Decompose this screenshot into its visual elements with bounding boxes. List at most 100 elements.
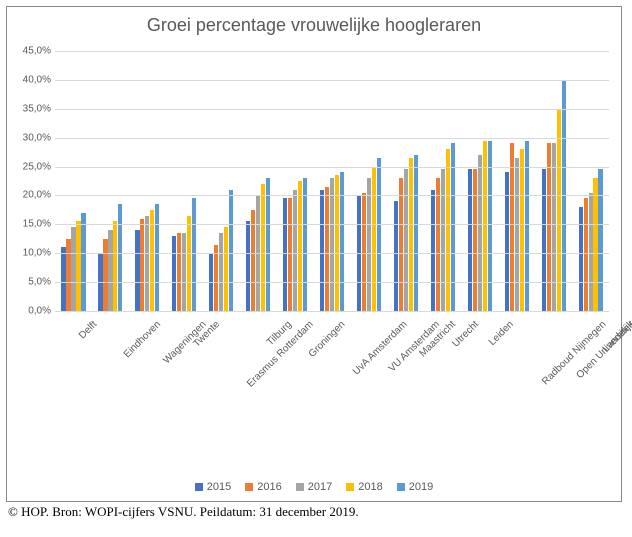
category-group [314, 51, 351, 311]
y-tick-label: 5,0% [28, 277, 55, 288]
gridline [55, 51, 609, 52]
bar [182, 233, 186, 311]
gridline [55, 138, 609, 139]
bar [246, 221, 250, 311]
category-group [498, 51, 535, 311]
category-group [461, 51, 498, 311]
bar [436, 178, 440, 311]
bar [219, 233, 223, 311]
legend-label: 2016 [257, 481, 281, 493]
x-tick-label: Delft [77, 319, 99, 341]
category-group [424, 51, 461, 311]
bar [372, 167, 376, 311]
bar [593, 178, 597, 311]
category-group [92, 51, 129, 311]
category-group [203, 51, 240, 311]
bar [404, 169, 408, 311]
bar [66, 239, 70, 311]
legend-swatch [195, 483, 203, 491]
gridline [55, 282, 609, 283]
bar [473, 169, 477, 311]
bar [598, 169, 602, 311]
bar [431, 190, 435, 311]
chart-title: Groei percentage vrouwelijke hoogleraren [7, 15, 621, 36]
bar [584, 198, 588, 311]
bar [266, 178, 270, 311]
category-group [166, 51, 203, 311]
bar [579, 207, 583, 311]
bar [303, 178, 307, 311]
bar [192, 198, 196, 311]
plot-area: 0,0%5,0%10,0%15,0%20,0%25,0%30,0%35,0%40… [55, 51, 609, 311]
bar [140, 219, 144, 311]
bar [320, 190, 324, 311]
bar [224, 227, 228, 311]
bar [414, 155, 418, 311]
bar [71, 227, 75, 311]
bar [377, 158, 381, 311]
bar [108, 230, 112, 311]
bar [61, 247, 65, 311]
category-group [535, 51, 572, 311]
gridline [55, 311, 609, 312]
legend-swatch [296, 483, 304, 491]
bar [362, 193, 366, 311]
bar [145, 216, 149, 311]
bar [214, 245, 218, 311]
category-group [55, 51, 92, 311]
legend-swatch [245, 483, 253, 491]
bar [468, 169, 472, 311]
gridline [55, 109, 609, 110]
y-tick-label: 40,0% [23, 74, 55, 85]
y-tick-label: 30,0% [23, 132, 55, 143]
bar [81, 213, 85, 311]
bar [135, 230, 139, 311]
bar [229, 190, 233, 311]
gridline [55, 195, 609, 196]
bar [298, 181, 302, 311]
bar [589, 193, 593, 311]
category-group [240, 51, 277, 311]
category-group [129, 51, 166, 311]
bar [288, 198, 292, 311]
bar [187, 216, 191, 311]
bar [552, 143, 556, 311]
category-group [277, 51, 314, 311]
bar [118, 204, 122, 311]
legend-item: 2016 [245, 481, 281, 493]
legend-item: 2019 [397, 481, 433, 493]
bar [441, 169, 445, 311]
bar [446, 149, 450, 311]
caption: © HOP. Bron: WOPI-cijfers VSNU. Peildatu… [8, 504, 624, 520]
legend-swatch [346, 483, 354, 491]
bar [330, 178, 334, 311]
bar [261, 184, 265, 311]
bar [103, 239, 107, 311]
category-group [351, 51, 388, 311]
bar [505, 172, 509, 311]
y-tick-label: 45,0% [23, 46, 55, 57]
bars-area [55, 51, 609, 311]
x-tick-label: Leiden [487, 319, 516, 348]
bar [510, 143, 514, 311]
bar [340, 172, 344, 311]
y-tick-label: 35,0% [23, 103, 55, 114]
y-tick-label: 10,0% [23, 248, 55, 259]
bar [478, 155, 482, 311]
bar [155, 204, 159, 311]
legend-label: 2018 [358, 481, 382, 493]
bar [515, 158, 519, 311]
legend-swatch [397, 483, 405, 491]
gridline [55, 167, 609, 168]
bar [293, 190, 297, 311]
y-tick-label: 0,0% [28, 306, 55, 317]
legend-label: 2019 [409, 481, 433, 493]
legend-label: 2015 [207, 481, 231, 493]
y-tick-label: 15,0% [23, 219, 55, 230]
legend-item: 2015 [195, 481, 231, 493]
category-group [572, 51, 609, 311]
bar [557, 109, 561, 311]
category-group [387, 51, 424, 311]
legend: 20152016201720182019 [7, 481, 621, 493]
gridline [55, 80, 609, 81]
